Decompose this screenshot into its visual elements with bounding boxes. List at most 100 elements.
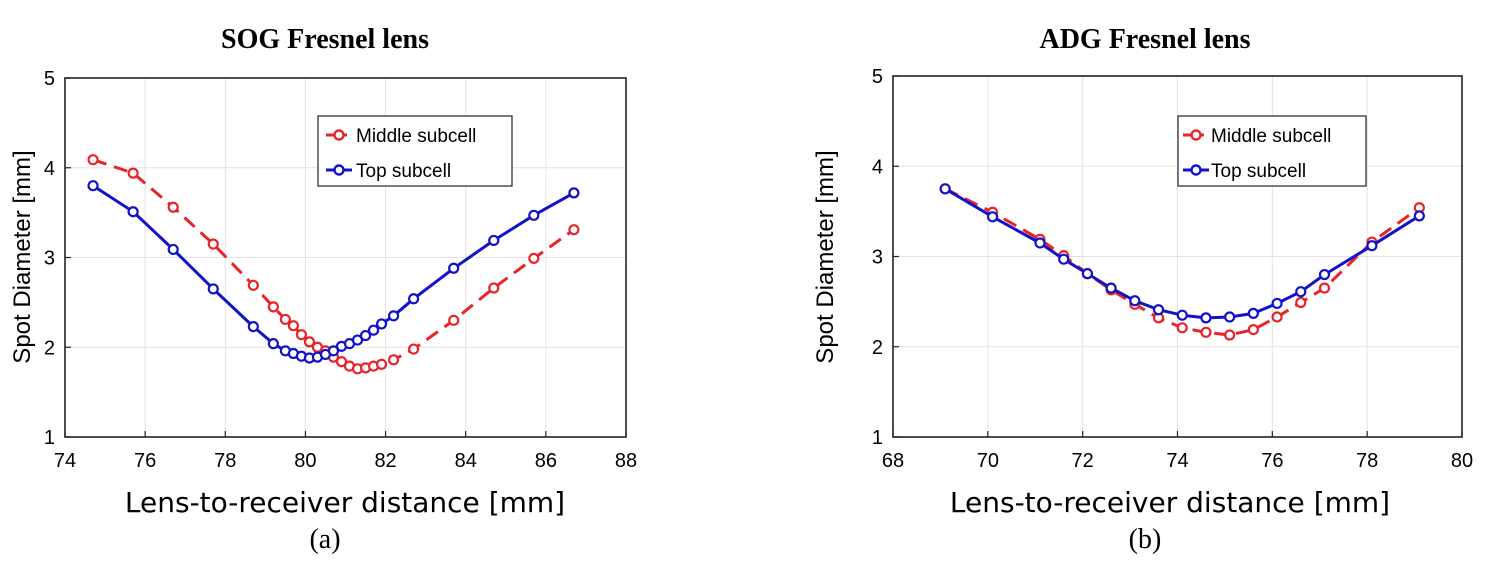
panel-a-series [87, 154, 580, 375]
panel-a-top-data-point [247, 321, 259, 333]
panel-a-middle-data-point [448, 314, 460, 326]
panel-a-top-data-point [375, 318, 388, 330]
panel-a-top-data-point [327, 345, 340, 357]
panel-b-x-tick-label: 74 [1166, 450, 1188, 472]
panel-a-top-data-point [528, 209, 540, 221]
panel-b-middle-data-point [1247, 324, 1259, 336]
panel-b-legend-marker-top [1190, 164, 1202, 176]
panel-a-x-tick-label: 82 [374, 450, 396, 472]
panel-a-legend-box [317, 115, 513, 187]
panel-b-top-data-point [939, 183, 951, 195]
panel-a-top-data-point [387, 310, 400, 322]
panel-b-title: ADG Fresnel lens [1039, 24, 1250, 55]
panel-a-middle-data-point [267, 301, 279, 313]
panel-a-x-tick-label: 80 [294, 450, 316, 472]
panel-b-top-data-point [1200, 312, 1212, 324]
panel-b-top-data-point [1058, 253, 1070, 265]
panel-a-x-tick-label: 76 [134, 450, 156, 472]
panel-a-top-data-point [87, 180, 99, 192]
panel-a-legend-label-top: Top subcell [356, 161, 451, 182]
panel-b-middle-data-point [1318, 282, 1331, 294]
panel-b-y-axis-label: Spot Diameter [mm] [812, 150, 839, 363]
panel-a-x-tick-label: 78 [214, 450, 236, 472]
panel-a-top-data-point [127, 206, 139, 218]
panel-b-top-data-point [1366, 240, 1378, 252]
panel-a-y-tick-label: 3 [44, 248, 55, 270]
panel-b-top-data-point [1176, 309, 1188, 321]
panel-b-top-data-point [1034, 237, 1046, 249]
panel-a-middle-data-point [127, 167, 139, 179]
panel-b-legend-box [1177, 115, 1367, 187]
panel-b-middle-data-point [1271, 311, 1283, 323]
panel-b-x-tick-label: 72 [1072, 450, 1094, 472]
panel-a-y-axis-label: Spot Diameter [mm] [9, 150, 36, 363]
panel-a-middle-data-point [247, 279, 259, 291]
panel-b-y-tick-label: 2 [872, 337, 883, 359]
panel-a-middle-data-point [568, 224, 580, 236]
panel-a-middle-data-point [287, 320, 300, 332]
panel-a-x-tick-label: 74 [54, 450, 76, 472]
panel-b-y-tick-label: 5 [872, 66, 883, 88]
panel-a-middle-data-point [279, 313, 291, 326]
panel-a-middle-data-point [387, 354, 400, 366]
panel-b-legend-label-middle: Middle subcell [1211, 126, 1331, 147]
panel-b-top-data-point [1152, 304, 1165, 316]
panel-b-middle-data-point [1200, 326, 1212, 338]
panel-b-x-tick-label: 78 [1356, 450, 1378, 472]
panel-b-top-data-point [986, 211, 999, 223]
panel-b-x-tick-label: 76 [1261, 450, 1283, 472]
panel-a-top-data-point [267, 338, 279, 350]
panel-b-legend-marker-middle [1190, 129, 1202, 141]
panel-b-top-data-point [1318, 268, 1331, 281]
panel-b-x-tick-label: 70 [977, 450, 999, 472]
panel-a-middle-data-point [335, 356, 348, 368]
panel-a-top-data-point [207, 283, 219, 295]
panel-b-x-tick-label: 68 [882, 450, 904, 472]
panel-b-x-axis-label: Lens-to-receiver distance [mm] [950, 486, 1390, 519]
panel-b-legend: Middle subcell Top subcell [1177, 115, 1367, 187]
panel-a-caption: (a) [309, 524, 340, 555]
panel-a-middle-data-point [87, 154, 99, 166]
panel-a-title: SOG Fresnel lens [221, 24, 429, 55]
panel-a-legend: Middle subcell Top subcell [317, 115, 513, 187]
panel-b-top-data-point [1105, 282, 1117, 294]
panel-a-middle-data-point [207, 238, 219, 250]
panel-a-middle-data-point [375, 358, 388, 370]
panel-a-x-tick-label: 88 [615, 450, 637, 472]
panel-b: ADG Fresnel lens 68 70 72 74 76 78 80 1 2 3 4 5 Mid… [812, 24, 1473, 555]
panel-b-caption: (b) [1129, 524, 1162, 555]
panel-b-top-data-point [1413, 210, 1425, 222]
panel-b-x-tick-label: 80 [1451, 450, 1473, 472]
panel-a-top-data-point [167, 243, 179, 256]
panel-a-middle-data-point [303, 336, 316, 348]
panel-a-middle-data-point [167, 201, 179, 213]
panel-a-top-data-point [568, 187, 580, 199]
panel-a-legend-marker-top [333, 164, 345, 176]
panel-b-top-data-point [1129, 295, 1141, 307]
panel-b-ticks: 68 70 72 74 76 78 80 1 2 3 4 5 [872, 66, 1473, 472]
panel-b-top-data-point [1224, 311, 1236, 323]
panel-b-y-tick-label: 1 [872, 427, 883, 449]
panel-a-middle-data-point [295, 329, 308, 341]
panel-a-top-data-point [408, 293, 420, 305]
panel-a-y-tick-label: 1 [44, 427, 55, 449]
panel-b-top-data-point [1247, 307, 1259, 319]
panel-a-x-tick-label: 86 [535, 450, 557, 472]
panel-a-legend-marker-middle [333, 129, 345, 141]
panel-a-top-data-point [488, 234, 500, 247]
panel-a-middle-data-point [408, 343, 420, 355]
panel-a-y-tick-label: 2 [44, 337, 55, 359]
panel-b-middle-data-point [1176, 322, 1188, 334]
panel-b-top-data-point [1295, 286, 1307, 298]
panel-a-y-tick-label: 5 [44, 68, 55, 90]
panel-b-top-data-point [1081, 268, 1094, 280]
panel-b-middle-data-point [1295, 296, 1307, 309]
panel-a-top-data-point [359, 329, 372, 342]
panel-b-y-tick-label: 3 [872, 247, 883, 269]
panel-a: SOG Fresnel lens 74 76 78 80 82 84 86 88 1 2 3 4 5 M… [9, 24, 637, 555]
panel-a-top-data-point [367, 324, 380, 336]
panel-b-legend-label-top: Top subcell [1211, 161, 1306, 182]
panel-a-x-axis-label: Lens-to-receiver distance [mm] [125, 486, 565, 519]
panel-a-x-tick-label: 84 [455, 450, 477, 472]
